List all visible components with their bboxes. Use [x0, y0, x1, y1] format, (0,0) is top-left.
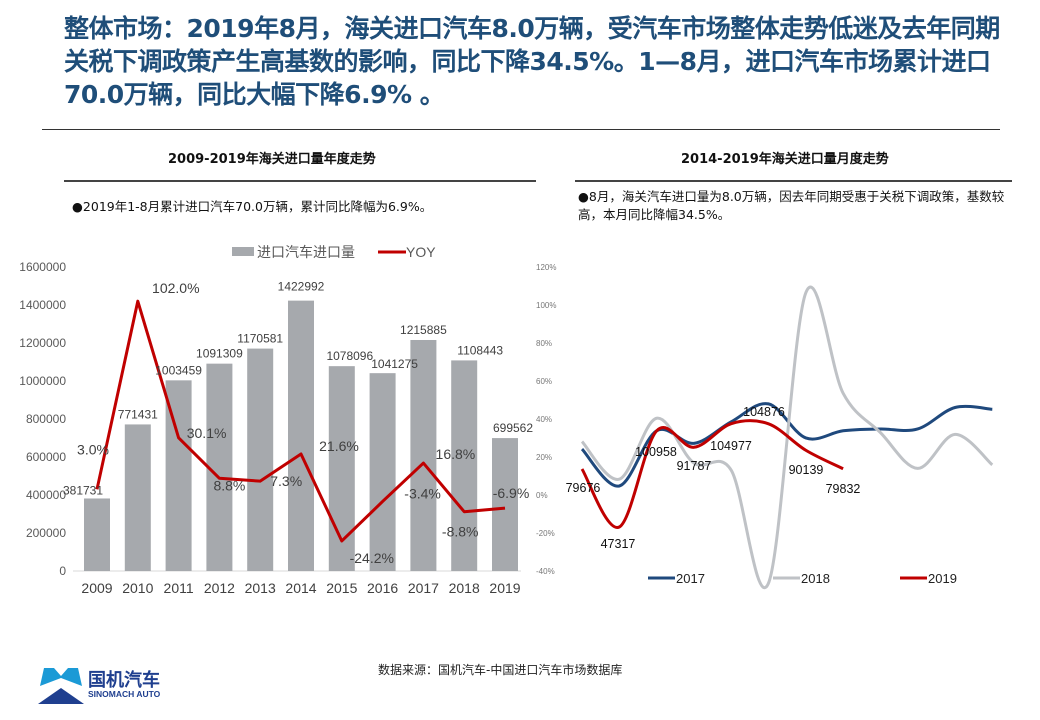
yoy-value-label: -6.9%	[493, 485, 530, 501]
yoy-value-label: 30.1%	[187, 425, 227, 441]
left-axis-tick: 1200000	[19, 336, 66, 350]
yoy-line	[95, 299, 506, 543]
left-axis-tick: 200000	[26, 526, 66, 540]
bar-value-label: 1215885	[400, 323, 447, 337]
legend-label-2019: 2019	[928, 571, 957, 586]
yoy-value-label: -3.4%	[404, 485, 441, 501]
x-tick-label: 2019	[489, 580, 520, 596]
bar-value-label: 1422992	[278, 280, 325, 294]
data-source: 数据来源：国机汽车-中国进口汽车市场数据库	[378, 663, 623, 677]
legend-label-2018: 2018	[801, 571, 830, 586]
right-axis-tick: -20%	[536, 529, 555, 538]
left-chart-note: ●2019年1-8月累计进口汽车70.0万辆，累计同比降幅为6.9%。	[72, 199, 433, 214]
bar-2014	[288, 300, 314, 571]
x-tick-label: 2018	[449, 580, 480, 596]
point-value-label: 104876	[743, 405, 785, 419]
point-value-label: 100958	[635, 445, 677, 459]
x-tick-label: 2012	[204, 580, 235, 596]
right-axis-tick: 60%	[536, 377, 552, 386]
x-tick-label: 2014	[285, 580, 316, 596]
bar-2010	[124, 424, 151, 571]
left-axis-tick: 1600000	[19, 260, 66, 274]
yoy-value-label: -24.2%	[350, 550, 394, 566]
right-divider	[575, 180, 1012, 182]
x-tick-label: 2010	[122, 580, 153, 596]
x-tick-label: 2015	[326, 580, 357, 596]
bar-2015	[328, 366, 355, 571]
yoy-value-label: 8.8%	[213, 477, 245, 493]
point-value-label: 79676	[566, 481, 601, 495]
line-2017	[580, 402, 993, 488]
logo-text-en: SINOMACH AUTO	[88, 689, 161, 699]
right-chart-subtitle: 2014-2019年海关进口量月度走势	[681, 152, 889, 167]
x-tick-label: 2016	[367, 580, 398, 596]
x-tick-label: 2013	[245, 580, 276, 596]
bar-value-label: 699562	[493, 421, 533, 435]
logo-text-cn: 国机汽车	[88, 670, 160, 691]
page-title: 整体市场：2019年8月，海关进口汽车8.0万辆，受汽车市场整体走势低迷及去年同…	[64, 14, 1000, 109]
right-axis-tick: 20%	[536, 453, 552, 462]
bar-value-label: 381731	[63, 483, 103, 497]
x-tick-label: 2017	[408, 580, 439, 596]
left-axis-tick: 0	[59, 564, 66, 578]
bar-value-label: 1041275	[371, 357, 418, 371]
bar-2017	[410, 339, 437, 571]
right-axis-tick: 40%	[536, 415, 552, 424]
logo-mark-icon	[38, 668, 84, 704]
left-axis-tick: 800000	[26, 412, 66, 426]
right-chart-note: ●8月，海关汽车进口量为8.0万辆，因去年同期受惠于关税下调政策，基数较高，本月…	[578, 189, 1005, 222]
legend-line-label: YOY	[406, 244, 436, 260]
bar-2009	[84, 498, 110, 571]
point-value-label: 90139	[789, 463, 824, 477]
bar-value-label: 771431	[118, 407, 158, 421]
bar-2018	[451, 360, 478, 571]
annual-import-chart: 0 200000 400000 600000 800000 1000000 1200000 1…	[19, 244, 556, 596]
bar-value-label: 1170581	[237, 332, 283, 346]
bar-2012	[206, 363, 233, 571]
x-tick-label: 2009	[81, 580, 112, 596]
legend-bar-swatch	[232, 247, 254, 256]
sinomach-logo: 国机汽车 SINOMACH AUTO	[38, 664, 178, 704]
legend-bar-label: 进口汽车进口量	[257, 244, 355, 261]
left-divider	[64, 180, 536, 182]
right-axis-tick: 120%	[536, 263, 556, 272]
point-value-label: 79832	[826, 482, 861, 496]
bar-value-label: 1003459	[155, 363, 202, 377]
left-axis-tick: 1000000	[19, 374, 66, 388]
yoy-value-label: -8.8%	[442, 524, 479, 540]
x-tick-label: 2011	[164, 580, 194, 596]
bar-2013	[247, 348, 274, 571]
right-axis-tick: 100%	[536, 301, 556, 310]
left-axis-tick: 1400000	[19, 298, 66, 312]
line-2018	[580, 285, 994, 589]
point-value-label: 91787	[677, 459, 712, 473]
point-value-label: 104977	[710, 439, 752, 453]
yoy-value-label: 7.3%	[270, 473, 302, 489]
right-axis-tick: -40%	[536, 567, 555, 576]
divider	[42, 129, 1000, 130]
right-axis-tick: 0%	[536, 491, 548, 500]
yoy-value-label: 21.6%	[319, 438, 359, 454]
legend-label-2017: 2017	[676, 571, 705, 586]
yoy-value-label: 102.0%	[152, 280, 199, 296]
bar-value-label: 1091309	[196, 347, 243, 361]
yoy-value-label: 3.0%	[77, 441, 109, 457]
left-axis-tick: 600000	[26, 450, 66, 464]
right-axis-tick: 80%	[536, 339, 552, 348]
bar-value-label: 1078096	[326, 349, 373, 363]
bar-value-label: 1108443	[457, 343, 503, 357]
bar-2019	[492, 438, 518, 571]
yoy-value-label: 16.8%	[436, 446, 476, 462]
bar-2016	[369, 373, 396, 571]
left-chart-subtitle: 2009-2019年海关进口量年度走势	[168, 152, 376, 167]
point-value-label: 47317	[601, 537, 636, 551]
left-axis-tick: 400000	[26, 488, 66, 502]
line-2019	[580, 419, 844, 529]
